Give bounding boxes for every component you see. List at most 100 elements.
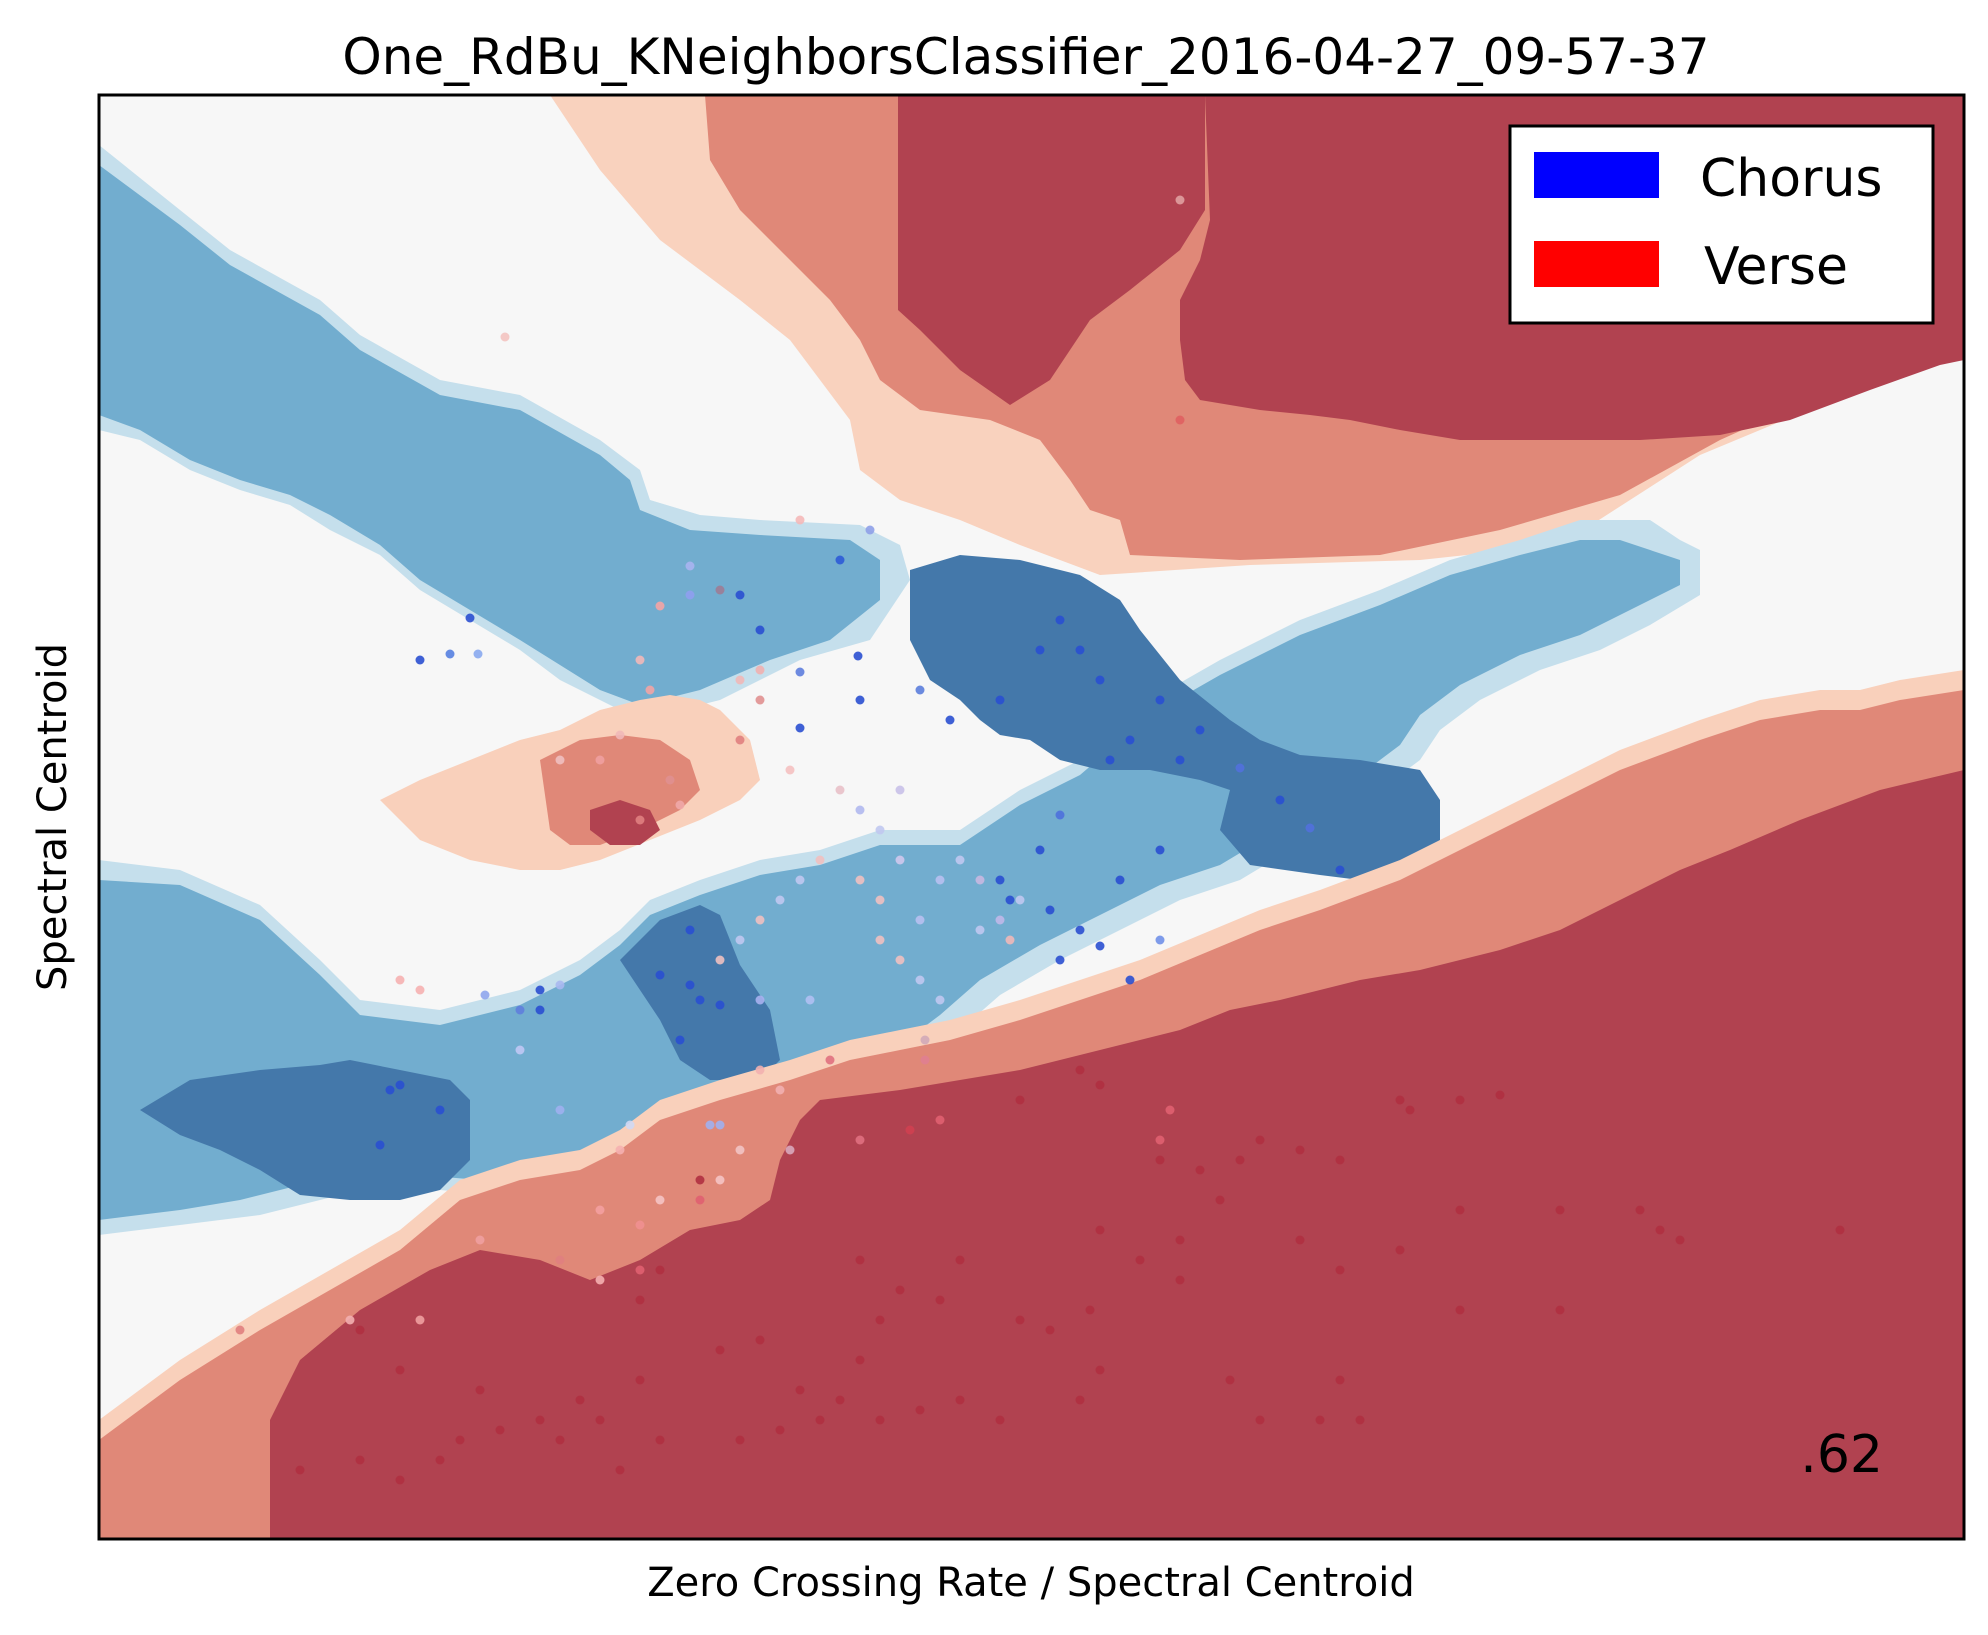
x-axis-label: Zero Crossing Rate / Spectral Centroid [647, 1560, 1415, 1606]
sample-point [735, 735, 745, 745]
sample-point [635, 655, 645, 665]
sample-point [1035, 845, 1045, 855]
sample-point [795, 1385, 805, 1395]
sample-point [785, 1145, 795, 1155]
sample-point [655, 970, 665, 980]
sample-point [1045, 905, 1055, 915]
sample-point [1195, 1165, 1205, 1175]
sample-point [935, 1115, 945, 1125]
sample-point [1235, 1155, 1245, 1165]
sample-point [1215, 1195, 1225, 1205]
sample-point [1055, 955, 1065, 965]
sample-point [515, 1005, 525, 1015]
center-verse-strong-region [590, 800, 660, 845]
sample-point [875, 825, 885, 835]
sample-point [715, 1175, 725, 1185]
sample-point [480, 990, 490, 1000]
bottom-verse-strong-region [270, 770, 1964, 1539]
sample-point [815, 1415, 825, 1425]
sample-point [1335, 1375, 1345, 1385]
sample-point [853, 651, 863, 661]
sample-point [795, 667, 805, 677]
sample-point [685, 590, 695, 600]
sample-point [685, 980, 695, 990]
sample-point [1155, 845, 1165, 855]
sample-point [1675, 1235, 1685, 1245]
sample-point [1165, 1105, 1175, 1115]
plot-frame [97, 93, 1966, 1541]
sample-point [995, 695, 1005, 705]
sample-point [755, 1335, 765, 1345]
sample-point [1155, 695, 1165, 705]
sample-point [955, 1395, 965, 1405]
sample-point [695, 995, 705, 1005]
sample-point [1235, 763, 1245, 773]
sample-point [415, 655, 425, 665]
sample-point [1195, 725, 1205, 735]
sample-point [875, 1415, 885, 1425]
sample-point [1275, 795, 1285, 805]
sample-point [595, 755, 605, 765]
sample-point [500, 332, 510, 342]
legend-label-chorus: Chorus [1700, 149, 1883, 209]
sample-point [435, 1455, 445, 1465]
sample-point [1175, 415, 1185, 425]
sample-point [755, 665, 765, 675]
sample-point [1335, 1265, 1345, 1275]
sample-point [995, 915, 1005, 925]
sample-point [1075, 925, 1085, 935]
sample-point [385, 1085, 395, 1095]
sample-point [1085, 1305, 1095, 1315]
sample-point [855, 875, 865, 885]
sample-point [735, 1435, 745, 1445]
sample-point [1075, 1395, 1085, 1405]
sample-point [1405, 1105, 1415, 1115]
sample-point [395, 1080, 405, 1090]
sample-point [1455, 1305, 1465, 1315]
sample-point [755, 695, 765, 705]
sample-point [595, 1275, 605, 1285]
sample-point [915, 1405, 925, 1415]
center-chorus-strong-region [910, 555, 1440, 880]
sample-point [495, 1425, 505, 1435]
sample-point [835, 1395, 845, 1405]
sample-point [895, 785, 905, 795]
sample-point [675, 1035, 685, 1045]
sample-point [655, 1435, 665, 1445]
sample-point [1015, 1095, 1025, 1105]
sample-point [1255, 1415, 1265, 1425]
sample-point [1005, 935, 1015, 945]
sample-point [235, 1325, 245, 1335]
sample-point [1095, 941, 1105, 951]
sample-point [615, 1145, 625, 1155]
sample-point [995, 875, 1005, 885]
sample-point [1015, 895, 1025, 905]
sample-point [1045, 1325, 1055, 1335]
sample-point [1395, 1095, 1405, 1105]
sample-point [1495, 1090, 1505, 1100]
sample-point [1125, 735, 1135, 745]
sample-point [595, 1415, 605, 1425]
sample-point [555, 1255, 565, 1265]
sample-point [1315, 1415, 1325, 1425]
sample-point [755, 915, 765, 925]
sample-point [475, 1235, 485, 1245]
sample-point [1105, 755, 1115, 765]
sample-point [555, 1105, 565, 1115]
sample-point [895, 1285, 905, 1295]
sample-point [1075, 1065, 1085, 1075]
sample-point [1175, 755, 1185, 765]
sample-point [735, 1145, 745, 1155]
sample-point [815, 855, 825, 865]
legend-swatch-chorus [1534, 152, 1659, 198]
sample-point [935, 1295, 945, 1305]
sample-point [825, 1055, 835, 1065]
sample-point [295, 1465, 305, 1475]
plot-area [99, 95, 1964, 1539]
sample-point [920, 1035, 930, 1045]
sample-point [1055, 810, 1065, 820]
sample-point [835, 785, 845, 795]
sample-point [355, 1455, 365, 1465]
sample-point [755, 1065, 765, 1075]
